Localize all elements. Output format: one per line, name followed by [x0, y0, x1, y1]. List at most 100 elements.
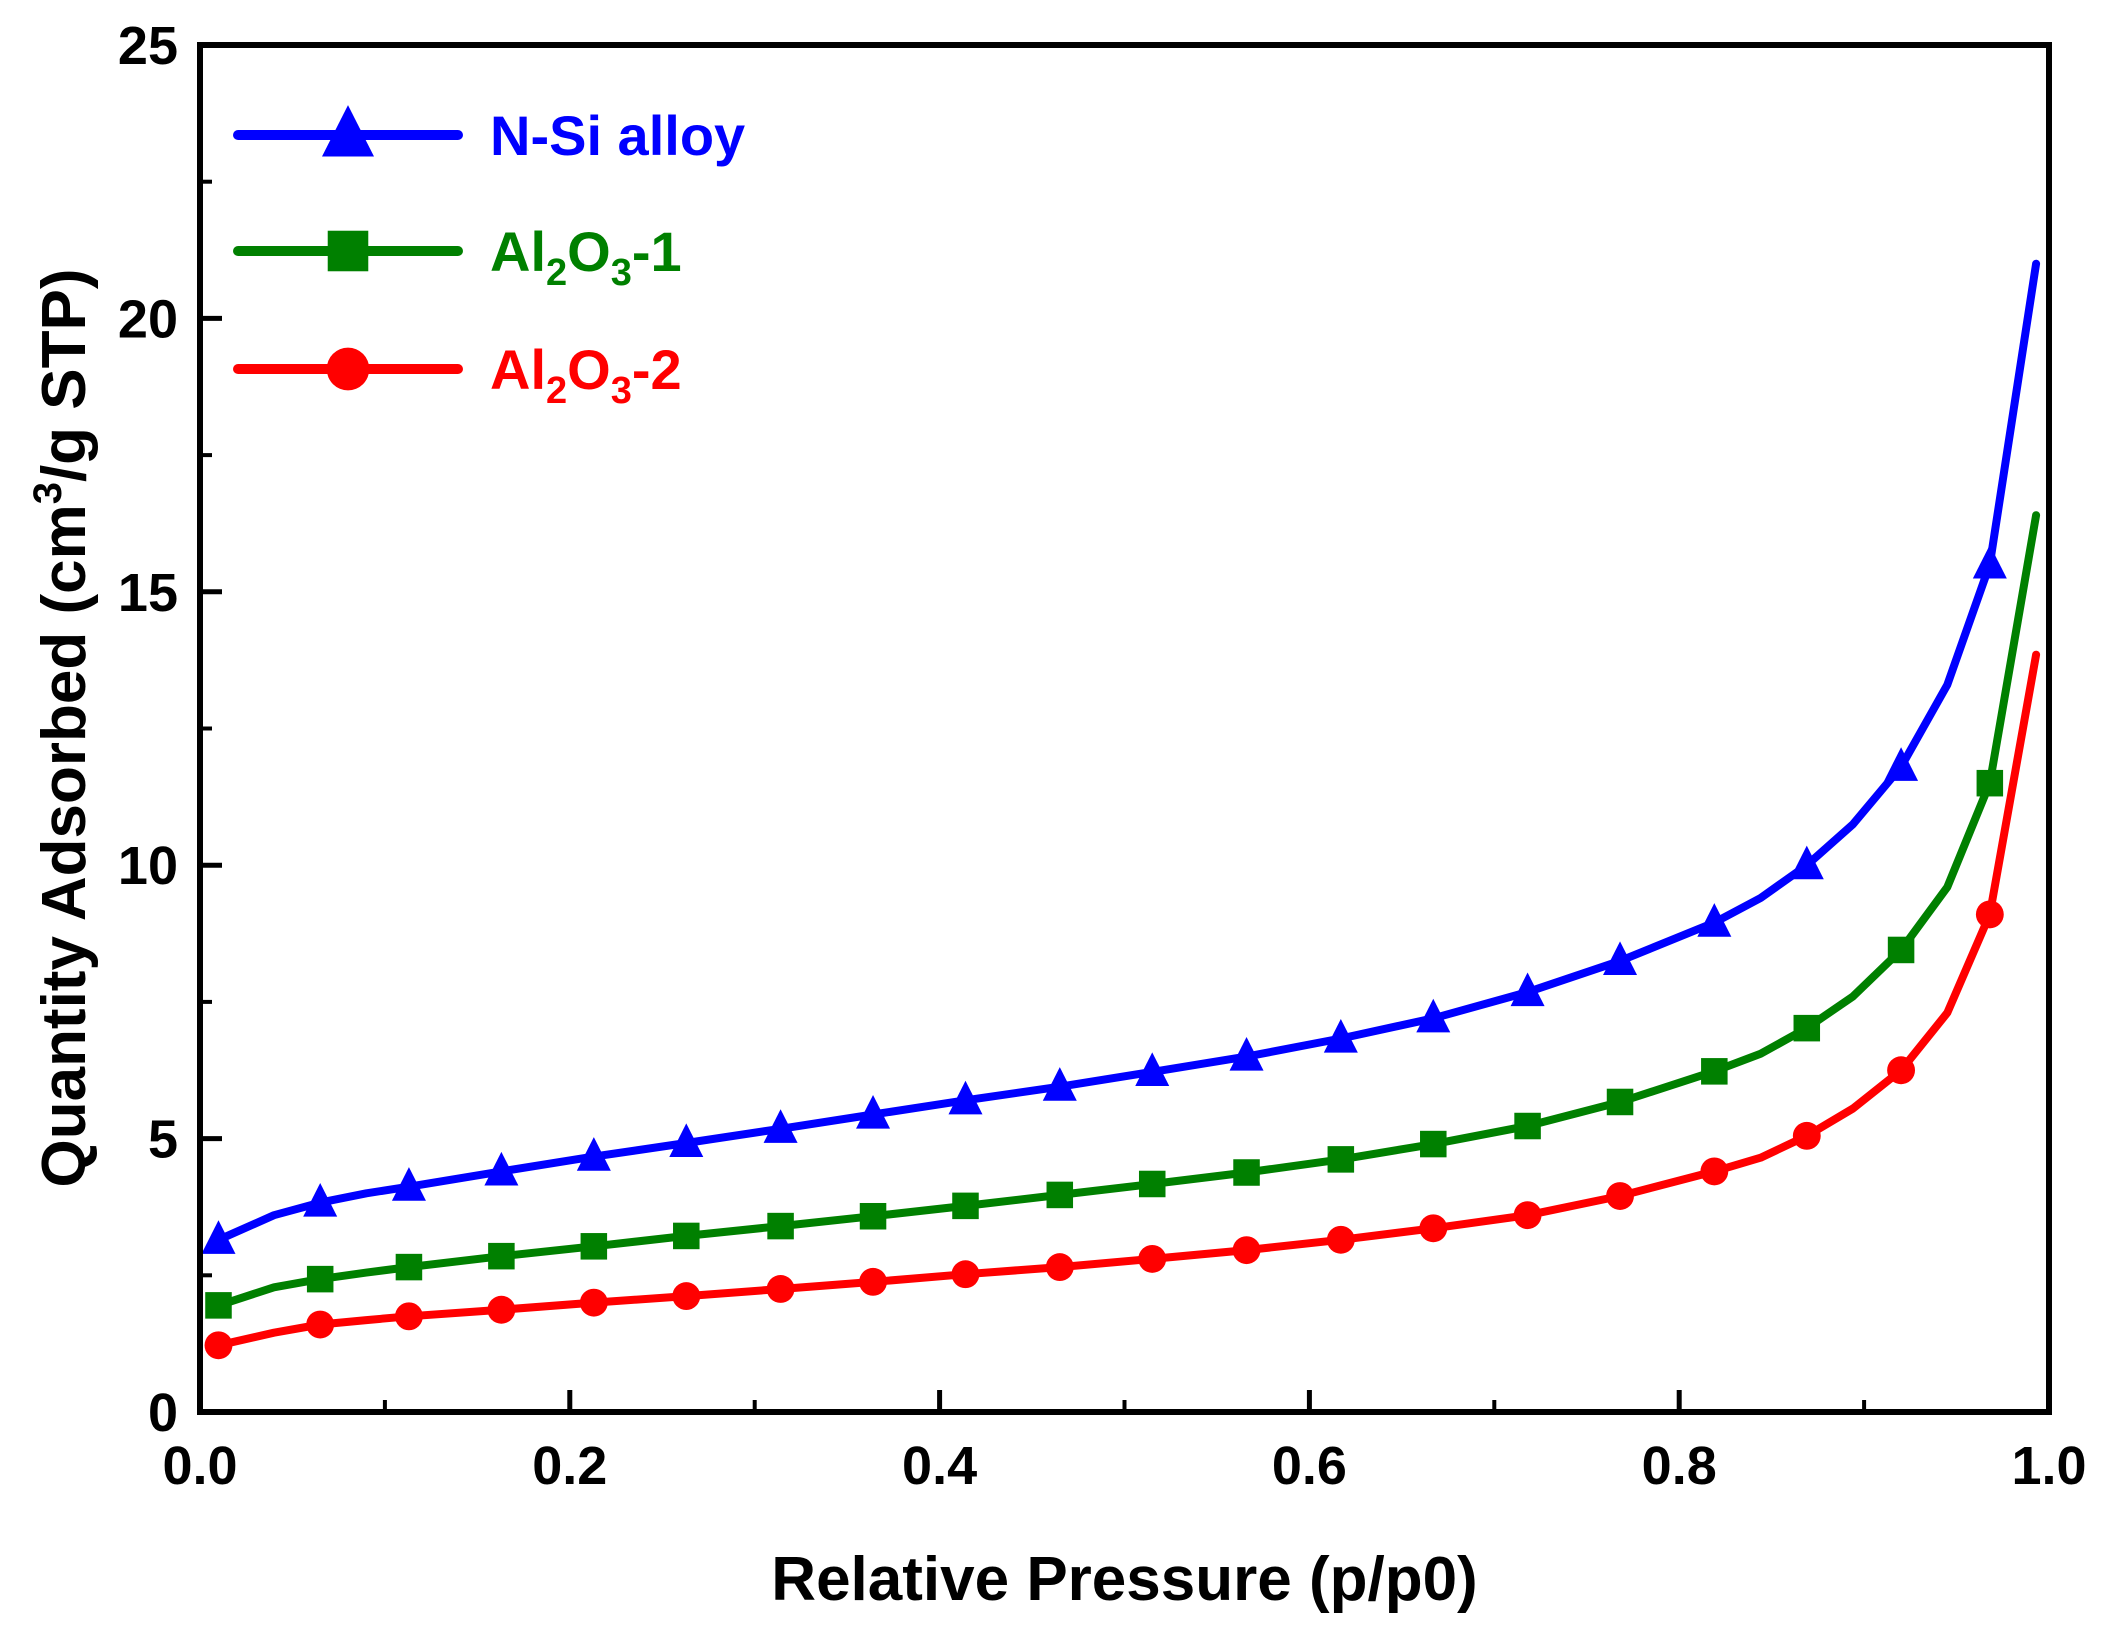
- data-point-al2o3-2: [766, 1275, 795, 1303]
- data-point-al2o3-2: [306, 1310, 335, 1339]
- data-point-al2o3-2: [1792, 1121, 1821, 1150]
- data-point-al2o3-1: [580, 1233, 608, 1260]
- series-line-n-si-alloy: [214, 259, 2041, 1244]
- data-point-n-si-alloy: [856, 1094, 891, 1129]
- legend-marker-shape-al2o3-2: [326, 347, 370, 391]
- data-point-n-si-alloy: [201, 1220, 236, 1254]
- y-tick-label: 20: [118, 289, 178, 349]
- data-point-n-si-alloy: [1884, 747, 1919, 781]
- data-point-al2o3-1: [1327, 1146, 1355, 1173]
- legend-entry-al2o3-2: Al2O3-2: [233, 338, 682, 412]
- x-tick-label: 0.6: [1272, 1436, 1347, 1496]
- data-point-al2o3-2: [1045, 1253, 1074, 1282]
- legend-al2o3-1-o: O: [567, 220, 611, 283]
- data-point-al2o3-1: [673, 1222, 700, 1250]
- legend-al2o3-2-sub3: 3: [611, 370, 632, 412]
- data-point-al2o3-2: [1138, 1244, 1167, 1273]
- legend-entry-al2o3-1: Al2O3-1: [233, 220, 682, 294]
- data-point-al2o3-2: [672, 1282, 701, 1311]
- data-point-al2o3-2: [951, 1260, 980, 1289]
- x-tick-label: 1.0: [2011, 1436, 2086, 1496]
- data-point-n-si-alloy: [1323, 1018, 1358, 1053]
- data-point-al2o3-2: [1326, 1225, 1355, 1254]
- data-point-al2o3-2: [204, 1331, 233, 1360]
- data-point-n-si-alloy: [391, 1167, 426, 1201]
- y-axis-label-tail: /g STP): [30, 268, 99, 482]
- legend-marker-shape-al2o3-1: [327, 230, 369, 272]
- data-point-al2o3-1: [952, 1192, 979, 1220]
- x-axis-label: Relative Pressure (p/p0): [771, 1545, 1477, 1614]
- legend-al2o3-2-sub2: 2: [546, 370, 567, 412]
- legend-al2o3-2-suffix: -2: [632, 338, 682, 401]
- legend-al2o3-1-al: Al: [490, 220, 546, 283]
- data-point-al2o3-1: [1138, 1170, 1166, 1198]
- data-point-al2o3-1: [1233, 1159, 1260, 1186]
- data-point-al2o3-1: [488, 1242, 515, 1270]
- y-tick-label: 5: [148, 1110, 178, 1170]
- data-point-al2o3-1: [306, 1265, 334, 1293]
- series-line-al2o3-1: [214, 511, 2041, 1310]
- data-point-al2o3-1: [395, 1253, 423, 1281]
- legend-al2o3-1-sub2: 2: [546, 252, 567, 294]
- data-point-n-si-alloy: [763, 1109, 798, 1143]
- data-point-n-si-alloy: [669, 1123, 704, 1158]
- x-tick-label: 0.4: [902, 1436, 977, 1496]
- data-point-al2o3-2: [1232, 1236, 1261, 1265]
- data-point-n-si-alloy: [1697, 903, 1732, 937]
- legend-al2o3-1-sub3: 3: [611, 252, 632, 294]
- data-point-al2o3-2: [487, 1295, 516, 1324]
- data-point-n-si-alloy: [303, 1183, 338, 1217]
- legend: N-Si alloy Al2O3-1 Al2O3-2: [233, 104, 745, 412]
- data-point-al2o3-1: [205, 1292, 232, 1319]
- data-point-n-si-alloy: [1416, 998, 1451, 1033]
- data-point-n-si-alloy: [1229, 1037, 1264, 1071]
- data-point-al2o3-1: [1976, 769, 2004, 797]
- y-axis-label-main: Quantity Adsorbed (cm: [30, 504, 99, 1187]
- data-point-al2o3-1: [1887, 936, 1915, 964]
- data-point-al2o3-2: [1419, 1214, 1448, 1243]
- data-point-n-si-alloy: [1510, 972, 1545, 1007]
- series-al2o3-2: [204, 650, 2041, 1360]
- legend-label-al2o3-1: Al2O3-1: [490, 220, 682, 294]
- data-point-n-si-alloy: [948, 1080, 983, 1115]
- y-axis-label: Quantity Adsorbed (cm3/g STP): [26, 268, 99, 1187]
- data-point-al2o3-2: [1887, 1056, 1916, 1085]
- legend-al2o3-2-o: O: [567, 338, 611, 401]
- data-point-al2o3-1: [1420, 1130, 1447, 1158]
- data-point-al2o3-1: [1046, 1181, 1074, 1209]
- data-point-n-si-alloy: [1042, 1067, 1077, 1101]
- data-point-al2o3-2: [859, 1267, 887, 1296]
- legend-marker-n-si-alloy: [322, 105, 374, 157]
- data-point-al2o3-1: [1606, 1088, 1634, 1116]
- series-line-al2o3-2: [214, 650, 2041, 1350]
- data-point-n-si-alloy: [1972, 544, 2007, 579]
- x-tick-label: 0.2: [532, 1436, 607, 1496]
- legend-marker-al2o3-2: [326, 347, 370, 391]
- series-layer: [201, 259, 2041, 1360]
- data-point-al2o3-2: [579, 1288, 608, 1317]
- y-tick-label: 15: [118, 563, 178, 623]
- data-point-al2o3-2: [1975, 900, 2004, 929]
- legend-label-n-si-alloy: N-Si alloy: [490, 104, 745, 167]
- y-tick-label: 25: [118, 16, 178, 76]
- ticks-layer: 0.0 0.2 0.4 0.6 0.8 1.0 0 5 10 15 20 25: [118, 16, 2087, 1496]
- data-point-al2o3-2: [1513, 1201, 1542, 1230]
- data-point-al2o3-1: [1793, 1014, 1821, 1042]
- data-point-al2o3-2: [1700, 1157, 1729, 1186]
- legend-marker-al2o3-1: [327, 230, 369, 272]
- series-al2o3-1: [205, 511, 2041, 1319]
- x-tick-label: 0.0: [162, 1436, 237, 1496]
- data-point-al2o3-1: [767, 1212, 794, 1240]
- legend-entry-n-si-alloy: N-Si alloy: [233, 104, 745, 167]
- y-axis-label-superscript: 3: [26, 482, 70, 504]
- legend-al2o3-2-al: Al: [490, 338, 546, 401]
- data-point-al2o3-1: [1701, 1058, 1728, 1085]
- y-tick-label: 0: [148, 1383, 178, 1443]
- data-point-n-si-alloy: [1789, 845, 1824, 880]
- data-point-al2o3-1: [859, 1202, 887, 1230]
- data-point-n-si-alloy: [576, 1137, 611, 1171]
- data-point-al2o3-2: [394, 1302, 423, 1331]
- data-point-al2o3-1: [1514, 1112, 1541, 1140]
- data-point-n-si-alloy: [1135, 1052, 1170, 1086]
